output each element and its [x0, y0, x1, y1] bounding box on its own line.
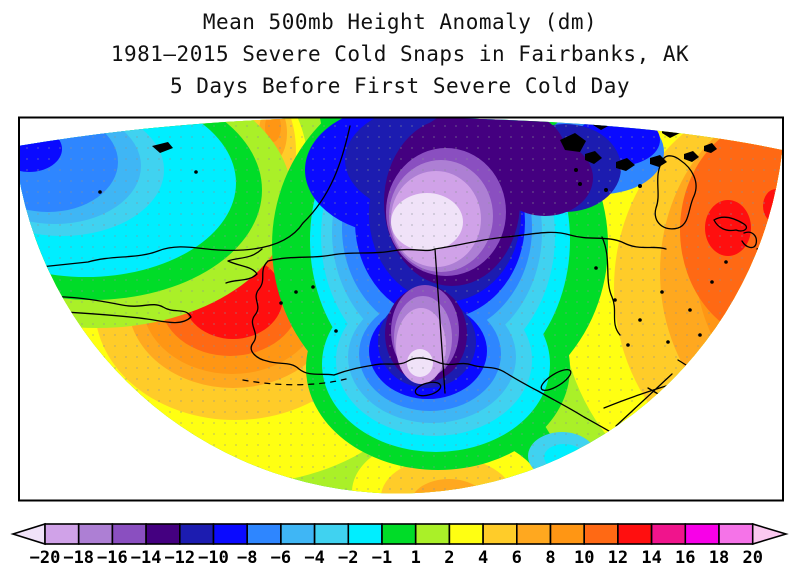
- map-frame: [18, 116, 784, 502]
- colorbar-segment: [684, 523, 720, 545]
- colorbar-tick-label: 1: [411, 548, 421, 568]
- colorbar-segment: [111, 523, 147, 545]
- colorbar-tick-label: 8: [545, 548, 555, 568]
- colorbar-tick-label: 6: [512, 548, 522, 568]
- alaska-yukon-border: [434, 248, 446, 394]
- colorbar-tick-label: 2: [444, 548, 454, 568]
- colorbar-left-arrow-icon: [10, 522, 46, 546]
- colorbar-segment: [549, 523, 586, 545]
- colorbar-segment: [313, 523, 350, 545]
- colorbar-segment: [718, 523, 754, 545]
- colorbar-segment: [482, 523, 518, 545]
- chart-title-line-2: 1981–2015 Severe Cold Snaps in Fairbanks…: [110, 42, 690, 66]
- colorbar-segment: [179, 523, 215, 545]
- colorbar-tick-label: −14: [131, 548, 162, 568]
- hudson-bay-coast: [654, 155, 697, 230]
- colorbar-segment: [280, 523, 316, 545]
- colorbar-tick-label: 20: [742, 548, 762, 568]
- alaska-arctic-coast: [267, 248, 436, 262]
- small-islands-and-lakes: [98, 170, 728, 347]
- colorbar-tick-label: −20: [30, 548, 61, 568]
- colorbar-segment: [212, 523, 249, 545]
- chart-title-line-3: 5 Days Before First Severe Cold Day: [169, 74, 630, 98]
- colorbar-tick-label: −2: [338, 548, 358, 568]
- colorbar-tick-label: −10: [198, 548, 229, 568]
- canada-arctic-coast: [434, 231, 667, 250]
- colorbar-segment: [414, 523, 451, 545]
- colorbar-segment: [448, 523, 484, 545]
- okhotsk-coast: [18, 295, 192, 324]
- colorbar-tick-label: 14: [641, 548, 661, 568]
- siberia-coast: [18, 125, 351, 268]
- chart-titles: Mean 500mb Height Anomaly (dm) 1981–2015…: [0, 0, 800, 102]
- kodiak-island: [414, 381, 442, 397]
- colorbar-tick-label: −18: [63, 548, 94, 568]
- vancouver-island: [540, 369, 572, 391]
- colorbar-tick-label: 16: [675, 548, 695, 568]
- alaska-west-coast: [250, 260, 335, 376]
- colorbar-segment: [617, 523, 653, 545]
- canada-interior-coast: [601, 236, 621, 336]
- colorbar-tick-label: 12: [608, 548, 628, 568]
- colorbar-tick-label: −6: [271, 548, 291, 568]
- colorbar-segment: [246, 523, 282, 545]
- colorbar-segment: [145, 523, 181, 545]
- colorbar-segment: [515, 523, 552, 545]
- colorbar-tick-label: 4: [478, 548, 488, 568]
- wrangel-island: [152, 142, 173, 153]
- colorbar-segment: [583, 523, 619, 545]
- colorbar-tick-label: −8: [237, 548, 257, 568]
- colorbar: −20 −18 −16 −14 −12 −10 −8 −6 −4 −2 −1 1 2 4 6 8 10 12 14 1…: [10, 522, 789, 568]
- colorbar-tick-label: −4: [304, 548, 324, 568]
- colorbar-right-arrow-icon: [751, 522, 789, 546]
- chart-title-line-1: Mean 500mb Height Anomaly (dm): [202, 10, 598, 34]
- aleutian-islands: [242, 378, 347, 386]
- colorbar-segment: [650, 523, 687, 545]
- colorbar-tick-label: −16: [97, 548, 128, 568]
- colorbar-tick-label: −12: [164, 548, 195, 568]
- colorbar-segment: [77, 523, 114, 545]
- anadyr-gulf-coast: [225, 248, 263, 284]
- colorbar-tick-label: −1: [372, 548, 392, 568]
- colorbar-tick-label: 18: [709, 548, 729, 568]
- colorbar-segment: [381, 523, 417, 545]
- colorbar-segment: [44, 523, 80, 545]
- colorbar-tick-label: 10: [574, 548, 594, 568]
- coastlines: [18, 125, 782, 485]
- colorbar-segment: [347, 523, 383, 545]
